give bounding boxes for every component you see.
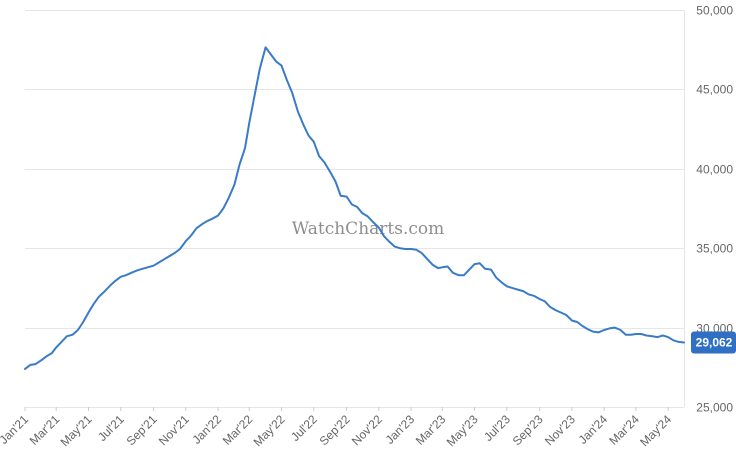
current-value-label: 29,062 (696, 336, 733, 350)
current-value-badge: 29,062 (691, 331, 736, 354)
x-tick-label: May'23 (444, 412, 481, 449)
y-tick-label: 25,000 (696, 401, 733, 415)
x-tick-label: Nov'22 (349, 412, 385, 448)
x-tick-label: Jan'22 (190, 412, 225, 447)
x-tick-label: Jan'23 (383, 412, 418, 447)
x-tick-label: May'24 (637, 412, 674, 449)
x-tick-label: Mar'21 (27, 412, 63, 448)
x-tick-label: Jan'21 (0, 412, 31, 447)
x-tick-label: Mar'22 (220, 412, 256, 448)
watermark-text: WatchCharts.com (292, 219, 445, 239)
y-tick-label: 45,000 (696, 83, 733, 97)
x-tick-label: Jul'23 (481, 412, 513, 444)
current-value-badge-bg (691, 331, 736, 354)
x-tick-label: Sep'23 (510, 412, 546, 448)
grid-lines (25, 10, 685, 408)
y-tick-label: 40,000 (696, 163, 733, 177)
series-line[interactable] (24, 46, 685, 370)
x-tick-label: Jul'22 (288, 412, 320, 444)
y-tick-label: 50,000 (696, 4, 733, 18)
x-tick-label: Sep'22 (317, 412, 353, 448)
x-tick-label: Mar'24 (606, 412, 642, 448)
x-tick-label: Nov'23 (542, 412, 578, 448)
x-tick-label: Sep'21 (124, 412, 160, 448)
x-tick-label: Jul'21 (95, 412, 127, 444)
x-tick-label: Jan'24 (576, 412, 611, 447)
y-tick-label: 35,000 (696, 242, 733, 256)
x-tick-label: May'22 (251, 412, 288, 449)
x-tick-label: May'21 (58, 412, 95, 449)
x-tick-label: Nov'21 (156, 412, 192, 448)
x-tick-label: Mar'23 (413, 412, 449, 448)
